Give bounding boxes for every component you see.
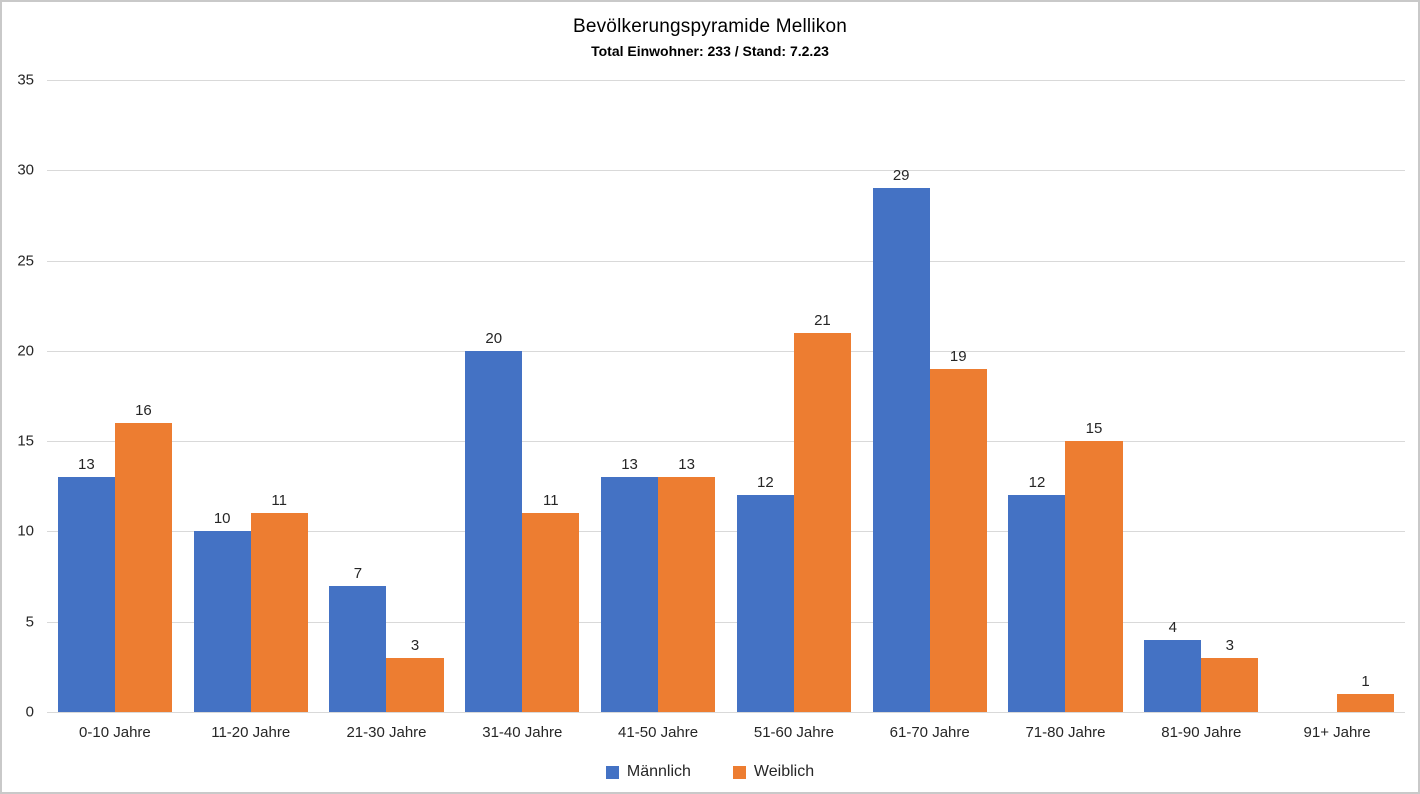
bar-group-6: 29 19 <box>862 80 998 712</box>
y-axis-tick-label-0: 0 <box>25 703 34 721</box>
bar-group-9: 1 <box>1269 80 1405 712</box>
y-axis-tick-label-30: 30 <box>17 161 34 179</box>
chart-title: Bevölkerungspyramide Mellikon <box>572 16 848 37</box>
bar-group-0: 13 16 <box>47 80 183 712</box>
bar-Weiblich-51-60 Jahre: 21 <box>793 312 851 712</box>
y-axis-tick-label-5: 5 <box>25 613 34 631</box>
x-axis-tick-label-0-10 Jahre: 0-10 Jahre <box>79 724 151 741</box>
bar-Weiblich-21-30 Jahre: 3 <box>386 637 444 712</box>
data-label-Weiblich-71-80 Jahre: 15 <box>1085 420 1103 438</box>
gridline-y-0 <box>47 712 1405 713</box>
bar-Weiblich-71-80 Jahre: 15 <box>1065 420 1123 712</box>
gridline-y-15 <box>47 441 1405 443</box>
x-axis-tick-label-81-90 Jahre: 81-90 Jahre <box>1161 724 1242 741</box>
bar-group-3: 20 11 <box>454 80 590 712</box>
data-label-Weiblich-31-40 Jahre: 11 <box>543 492 559 510</box>
bar-Männlich-81-90 Jahre: 4 <box>1144 619 1202 712</box>
x-axis-tick-label-41-50 Jahre: 41-50 Jahre <box>618 724 699 741</box>
chart-subtitle: Total Einwohner: 233 / Stand: 7.2.23 <box>591 43 829 59</box>
x-axis-tick-label-21-30 Jahre: 21-30 Jahre <box>346 724 427 741</box>
data-label-Weiblich-51-60 Jahre: 21 <box>814 311 831 329</box>
gridline-y-25 <box>47 260 1405 262</box>
data-label-Männlich-0-10 Jahre: 13 <box>78 456 95 474</box>
bar-group-7: 12 15 <box>998 80 1134 712</box>
data-label-Männlich-41-50 Jahre: 13 <box>621 456 638 474</box>
data-label-Männlich-71-80 Jahre: 12 <box>1028 474 1046 492</box>
x-axis-tick-label-91+ Jahre: 91+ Jahre <box>1303 724 1371 741</box>
bar-group-5: 12 21 <box>726 80 862 712</box>
data-label-Männlich-31-40 Jahre: 20 <box>485 329 503 347</box>
data-label-Männlich-51-60 Jahre: 12 <box>757 474 774 492</box>
gridline-y-20 <box>47 350 1405 352</box>
bar-group-1: 10 11 <box>183 80 319 712</box>
gridline-y-35 <box>47 80 1405 81</box>
y-axis-tick-label-15: 15 <box>17 432 34 450</box>
y-axis-tick-label-10: 10 <box>17 522 34 540</box>
bar-Männlich-0-10 Jahre: 13 <box>57 456 115 712</box>
data-label-Weiblich-81-90 Jahre: 3 <box>1225 636 1234 654</box>
data-label-Männlich-11-20 Jahre: 10 <box>213 510 231 528</box>
bar-Männlich-51-60 Jahre: 12 <box>736 474 794 712</box>
gridline-y-30 <box>47 170 1405 172</box>
data-label-Männlich-61-70 Jahre: 29 <box>892 167 910 185</box>
plot-area: 13 16 10 11 7 3 20 11 13 13 12 21 29 19 12 15 4 3 1 <box>47 80 1405 713</box>
x-axis-tick-label-71-80 Jahre: 71-80 Jahre <box>1025 724 1106 741</box>
bar-Männlich-61-70 Jahre: 29 <box>872 167 930 712</box>
legend-label: Männlich <box>626 763 691 780</box>
data-label-Männlich-21-30 Jahre: 7 <box>353 564 363 582</box>
bar-Weiblich-81-90 Jahre: 3 <box>1201 637 1259 712</box>
x-axis-tick-label-51-60 Jahre: 51-60 Jahre <box>753 724 834 741</box>
legend: Männlich Weiblich <box>2 763 1418 781</box>
data-label-Weiblich-0-10 Jahre: 16 <box>135 402 152 420</box>
bar-Weiblich-11-20 Jahre: 11 <box>250 492 308 712</box>
bar-Männlich-71-80 Jahre: 12 <box>1008 474 1066 712</box>
x-axis: 0-10 Jahre 11-20 Jahre 21-30 Jahre 31-40 Ja… <box>47 724 1405 748</box>
legend-item-Männlich: Männlich <box>605 763 691 781</box>
legend-swatch-icon <box>732 765 746 779</box>
data-label-Weiblich-11-20 Jahre: 11 <box>271 492 287 510</box>
x-axis-tick-label-61-70 Jahre: 61-70 Jahre <box>889 724 970 741</box>
data-label-Weiblich-21-30 Jahre: 3 <box>410 636 420 654</box>
bar-Weiblich-41-50 Jahre: 13 <box>658 456 716 712</box>
gridline-y-5 <box>47 621 1405 623</box>
data-label-Weiblich-91+ Jahre: 1 <box>1361 672 1370 690</box>
y-axis-tick-label-20: 20 <box>17 342 34 360</box>
x-axis-tick-label-11-20 Jahre: 11-20 Jahre <box>211 724 291 741</box>
bar-Männlich-31-40 Jahre: 20 <box>465 330 523 712</box>
x-axis-tick-label-31-40 Jahre: 31-40 Jahre <box>482 724 563 741</box>
bar-Männlich-41-50 Jahre: 13 <box>601 456 659 712</box>
y-axis-tick-label-25: 25 <box>17 252 34 270</box>
bar-group-4: 13 13 <box>590 80 726 712</box>
y-axis-tick-label-35: 35 <box>17 71 34 89</box>
bar-Weiblich-0-10 Jahre: 16 <box>114 402 172 712</box>
legend-label: Weiblich <box>753 763 815 780</box>
legend-swatch-icon <box>605 765 619 779</box>
bar-Weiblich-31-40 Jahre: 11 <box>522 492 580 712</box>
bar-Weiblich-61-70 Jahre: 19 <box>929 348 987 712</box>
bar-Männlich-11-20 Jahre: 10 <box>193 510 251 712</box>
gridline-y-10 <box>47 531 1405 533</box>
y-axis: 0 5 10 15 20 25 30 35 <box>2 2 38 792</box>
data-label-Weiblich-41-50 Jahre: 13 <box>678 456 695 474</box>
data-label-Männlich-81-90 Jahre: 4 <box>1168 618 1177 636</box>
legend-item-Weiblich: Weiblich <box>732 763 815 781</box>
bar-Weiblich-91+ Jahre: 1 <box>1337 673 1395 712</box>
data-label-Weiblich-61-70 Jahre: 19 <box>949 347 967 365</box>
bar-Männlich-21-30 Jahre: 7 <box>329 565 387 712</box>
